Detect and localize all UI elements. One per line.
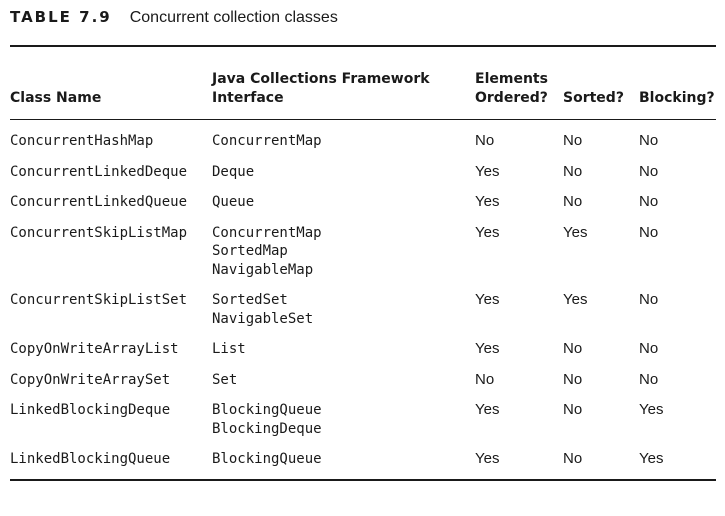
table-row: ConcurrentLinkedDeque Deque Yes No No	[10, 151, 716, 182]
cell-interfaces: Queue	[212, 181, 475, 212]
cell-sorted: No	[563, 132, 583, 149]
cell-elements-ordered: No	[475, 132, 495, 149]
cell-class-name: LinkedBlockingDeque	[10, 402, 171, 418]
interface-name: NavigableSet	[212, 310, 314, 327]
cell-interfaces: ConcurrentMap SortedMap NavigableMap	[212, 212, 475, 280]
interface-name: NavigableMap	[212, 261, 314, 278]
interface-name: Queue	[212, 194, 255, 210]
cell-sorted: No	[563, 450, 583, 467]
concurrent-collections-table: Class Name Java Collections Framework In…	[10, 47, 716, 479]
interface-name: SortedSet	[212, 292, 288, 308]
cell-class-name: CopyOnWriteArrayList	[10, 341, 179, 357]
interface-name: ConcurrentMap	[212, 133, 322, 149]
cell-blocking: No	[639, 193, 659, 210]
cell-elements-ordered: Yes	[475, 162, 500, 180]
cell-interfaces: BlockingQueue	[212, 438, 475, 479]
interface-name: BlockingQueue	[212, 451, 322, 467]
cell-sorted: Yes	[563, 291, 588, 308]
header-elements-ordered: Elements Ordered?	[475, 47, 563, 120]
cell-sorted: No	[563, 193, 583, 210]
cell-sorted: Yes	[563, 223, 588, 241]
table-row: CopyOnWriteArraySet Set No No No	[10, 359, 716, 390]
table-row: ConcurrentLinkedQueue Queue Yes No No	[10, 181, 716, 212]
table-row: LinkedBlockingQueue BlockingQueue Yes No Yes	[10, 438, 716, 479]
cell-interfaces: Deque	[212, 151, 475, 182]
cell-blocking: No	[639, 132, 659, 149]
cell-elements-ordered: Yes	[475, 223, 500, 241]
header-interface: Java Collections Framework Interface	[212, 47, 475, 120]
cell-blocking: Yes	[639, 401, 664, 418]
table-body: ConcurrentHashMap ConcurrentMap No No No Conc…	[10, 120, 716, 479]
cell-class-name: ConcurrentHashMap	[10, 133, 154, 149]
interface-name: Deque	[212, 163, 255, 180]
cell-blocking: No	[639, 162, 659, 180]
table-row: ConcurrentSkipListSet SortedSet NavigableS…	[10, 279, 716, 328]
cell-interfaces: SortedSet NavigableSet	[212, 279, 475, 328]
cell-blocking: No	[639, 223, 659, 241]
cell-elements-ordered: Yes	[475, 340, 500, 357]
collections-table-container: Class Name Java Collections Framework In…	[10, 45, 716, 481]
cell-elements-ordered: Yes	[475, 291, 500, 308]
cell-class-name: CopyOnWriteArraySet	[10, 371, 171, 388]
cell-elements-ordered: Yes	[475, 401, 500, 418]
cell-blocking: No	[639, 340, 659, 357]
cell-elements-ordered: No	[475, 370, 495, 388]
cell-blocking: Yes	[639, 450, 664, 467]
header-class-name: Class Name	[10, 47, 212, 120]
table-row: LinkedBlockingDeque BlockingQueue Blocking…	[10, 389, 716, 438]
cell-class-name: ConcurrentLinkedQueue	[10, 194, 188, 210]
header-blocking: Blocking?	[639, 47, 716, 120]
header-row: Class Name Java Collections Framework In…	[10, 47, 716, 120]
cell-sorted: No	[563, 370, 583, 388]
cell-interfaces: List	[212, 328, 475, 359]
interface-name: Set	[212, 371, 238, 388]
interface-name: BlockingDeque	[212, 420, 322, 437]
cell-elements-ordered: Yes	[475, 450, 500, 467]
interface-name: SortedMap	[212, 243, 288, 259]
interface-name: BlockingQueue	[212, 402, 322, 418]
cell-sorted: No	[563, 162, 583, 180]
cell-blocking: No	[639, 370, 659, 388]
interface-name: List	[212, 341, 246, 357]
table-number: TABLE 7.9	[10, 8, 112, 26]
cell-interfaces: ConcurrentMap	[212, 120, 475, 151]
table-row: CopyOnWriteArrayList List Yes No No	[10, 328, 716, 359]
cell-class-name: ConcurrentSkipListMap	[10, 224, 188, 241]
cell-blocking: No	[639, 291, 659, 308]
cell-sorted: No	[563, 401, 583, 418]
cell-class-name: LinkedBlockingQueue	[10, 451, 171, 467]
table-title: Concurrent collection classes	[129, 9, 338, 26]
table-row: ConcurrentSkipListMap ConcurrentMap Sorted…	[10, 212, 716, 280]
interface-name: ConcurrentMap	[212, 224, 322, 241]
table-header: Class Name Java Collections Framework In…	[10, 47, 716, 120]
cell-sorted: No	[563, 340, 583, 357]
cell-elements-ordered: Yes	[475, 193, 500, 210]
cell-interfaces: BlockingQueue BlockingDeque	[212, 389, 475, 438]
cell-class-name: ConcurrentSkipListSet	[10, 292, 188, 308]
table-row: ConcurrentHashMap ConcurrentMap No No No	[10, 120, 716, 151]
table-caption: TABLE 7.9 Concurrent collection classes	[10, 8, 338, 30]
cell-class-name: ConcurrentLinkedDeque	[10, 163, 188, 180]
header-sorted: Sorted?	[563, 47, 639, 120]
cell-interfaces: Set	[212, 359, 475, 390]
